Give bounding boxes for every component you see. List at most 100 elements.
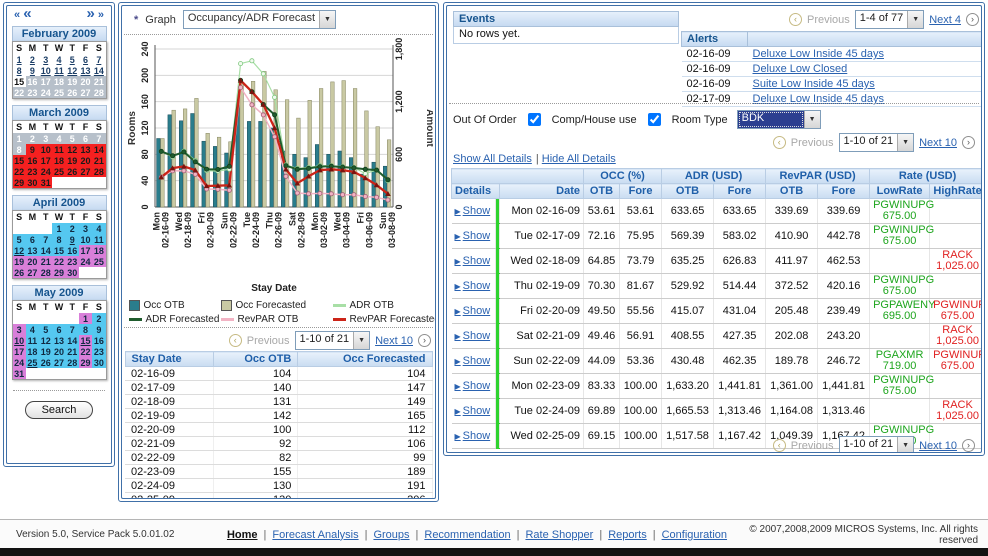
next-icon[interactable]: › [962,136,975,149]
calendar-day[interactable]: 16 [65,245,79,256]
calendar-day[interactable]: 19 [65,155,79,166]
graph-type-select[interactable]: Occupancy/ADR Forecast ▼ [182,10,337,29]
page-range-select[interactable]: 1-10 of 21 ▼ [838,133,915,152]
show-details-link[interactable]: ▶ Show [454,330,491,342]
calendar-day[interactable]: 24 [39,87,53,99]
calendar-day[interactable]: 11 [54,65,64,76]
calendar-day[interactable]: 14 [65,335,79,346]
hide-all-details-link[interactable]: Hide All Details [541,153,616,165]
calendar-day[interactable]: 12 [65,144,79,155]
calendar-day[interactable]: 5 [65,133,79,144]
calendar-day[interactable]: 22 [12,166,26,177]
calendar-day[interactable]: 29 [78,357,93,368]
previous-icon[interactable]: ‹ [228,334,242,347]
calendar-day[interactable]: 21 [39,256,53,267]
calendar-day[interactable]: 17 [39,76,53,87]
calendar-day[interactable]: 11 [92,234,106,245]
page-range-select[interactable]: 1-4 of 77 ▼ [854,10,925,29]
calendar-day[interactable]: 14 [93,65,104,76]
search-button[interactable]: Search [24,401,94,419]
show-details-link[interactable]: ▶ Show [454,405,491,417]
calendar-day[interactable]: 17 [39,155,53,166]
show-details-link[interactable]: ▶ Show [454,205,491,217]
calendar-day[interactable]: 26 [12,267,26,279]
calendar-day[interactable]: 6 [78,133,93,144]
calendar-day[interactable]: 7 [96,54,102,65]
show-details-link[interactable]: ▶ Show [454,230,491,242]
footer-link-reports[interactable]: Reports [608,529,661,541]
calendar-day[interactable]: 3 [78,223,93,234]
calendar-day[interactable]: 30 [65,267,79,279]
calendar-day[interactable]: 9 [25,144,40,155]
calendar-day[interactable]: 7 [39,234,53,245]
calendar-day[interactable]: 18 [25,346,40,357]
calendar-day[interactable]: 22 [52,256,66,267]
next-icon[interactable]: › [418,334,431,347]
calendar-day[interactable]: 28 [39,267,53,279]
calendar-day[interactable]: 24 [78,256,93,267]
calendar-day[interactable]: 9 [29,65,35,76]
calendar-day[interactable]: 21 [92,155,106,166]
calendar-day[interactable]: 15 [14,76,25,87]
next-link[interactable]: Next 10 [375,334,413,347]
calendar-day[interactable]: 23 [92,346,106,357]
calendar-day[interactable]: 12 [12,245,26,256]
calendar-day[interactable]: 25 [25,357,40,368]
calendar-day[interactable]: 2 [65,223,79,234]
calendar-day[interactable]: 27 [25,267,40,279]
calendar-day[interactable]: 19 [39,346,53,357]
show-details-link[interactable]: ▶ Show [454,255,491,267]
calendar-day[interactable]: 6 [25,234,40,245]
calendar-day[interactable]: 4 [25,324,40,335]
footer-link-configuration[interactable]: Configuration [661,528,728,541]
calendar-day[interactable]: 26 [65,87,79,99]
calendar-day[interactable]: 16 [25,155,40,166]
calendar-day[interactable]: 9 [92,324,106,335]
calendar-day[interactable]: 8 [16,65,22,76]
next-link[interactable]: Next 4 [929,13,961,26]
calendar-day[interactable]: 15 [78,335,93,346]
calendar-day[interactable]: 8 [78,324,93,335]
calendar-day[interactable]: 14 [92,144,106,155]
footer-link-recommendation[interactable]: Recommendation [424,529,525,541]
calendar-day[interactable]: 18 [92,245,106,256]
calendar-day[interactable]: 23 [65,256,79,267]
next-icon[interactable]: › [962,439,975,452]
calendar-day[interactable]: 7 [92,133,106,144]
calendar-day[interactable]: 12 [67,65,78,76]
calendar-day[interactable]: 2 [92,313,106,324]
calendar-day[interactable]: 25 [92,256,106,267]
calendar-day[interactable]: 25 [52,87,66,99]
show-all-details-link[interactable]: Show All Details [453,153,539,165]
calendar-day[interactable]: 17 [12,346,26,357]
page-range-select[interactable]: 1-10 of 21 ▼ [838,436,915,452]
previous-icon[interactable]: ‹ [772,439,786,452]
calendar-day[interactable]: 6 [52,324,66,335]
calendar-day[interactable]: 23 [25,166,40,177]
calendar-day[interactable]: 1 [52,223,66,234]
alert-link[interactable]: Suite Low Inside 45 days [752,78,875,90]
calendar-day[interactable]: 31 [39,177,53,189]
footer-link-home[interactable]: Home [227,529,272,541]
calendar-day[interactable]: 1 [78,313,93,324]
calendar-day[interactable]: 6 [83,54,89,65]
calendar-day[interactable]: 30 [92,357,106,368]
calendar-day[interactable]: 20 [52,346,66,357]
show-details-link[interactable]: ▶ Show [454,380,491,392]
calendar-day[interactable]: 5 [12,234,26,245]
calendar-day[interactable]: 5 [39,324,53,335]
out-of-order-checkbox[interactable] [527,113,541,126]
next-link[interactable]: Next 10 [919,136,957,149]
calendar-day[interactable]: 1 [12,133,26,144]
alert-link[interactable]: Deluxe Low Inside 45 days [752,48,884,60]
show-details-link[interactable]: ▶ Show [454,355,491,367]
calendar-day[interactable]: 21 [65,346,79,357]
calendar-day[interactable]: 10 [39,144,53,155]
calendar-day[interactable]: 26 [39,357,53,368]
calendar-day[interactable]: 28 [92,87,106,99]
calendar-day[interactable]: 22 [78,346,93,357]
calendar-day[interactable]: 3 [12,324,26,335]
calendar-day[interactable]: 8 [52,234,66,245]
calendar-day[interactable]: 26 [65,166,79,177]
calendar-day[interactable]: 30 [25,177,40,189]
